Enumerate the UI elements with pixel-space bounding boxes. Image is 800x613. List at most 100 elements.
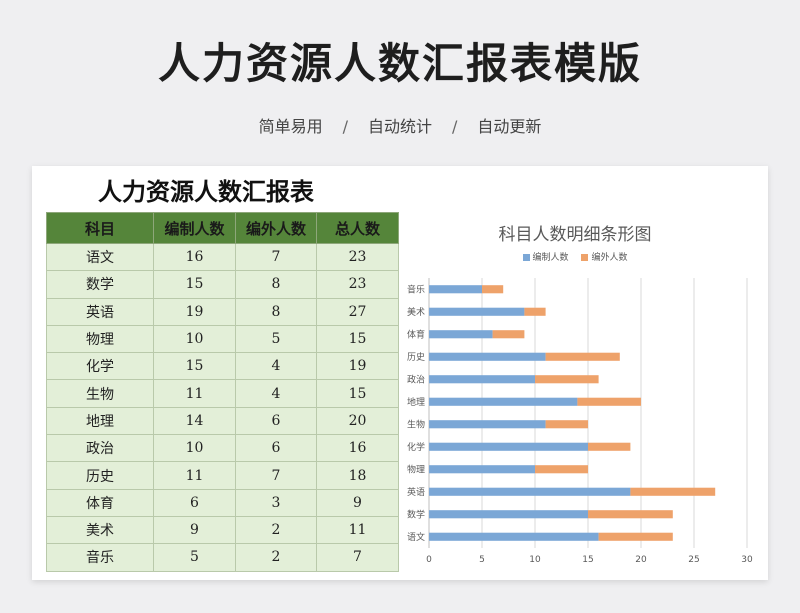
column-header-staffed[interactable]: 编制人数 xyxy=(153,212,236,244)
legend-item-staffed: 编制人数 xyxy=(522,253,569,263)
legend-swatch xyxy=(581,254,589,261)
cell-extra[interactable]: 4 xyxy=(235,379,317,408)
table-row: 体育 6 3 9 xyxy=(46,488,399,517)
cell-subject[interactable]: 音乐 xyxy=(46,543,154,572)
cell-total[interactable]: 20 xyxy=(316,406,399,436)
y-category-label: 历史 xyxy=(407,351,425,363)
cell-extra[interactable]: 6 xyxy=(235,406,317,436)
cell-total[interactable]: 19 xyxy=(316,352,399,381)
cell-total[interactable]: 27 xyxy=(316,297,399,326)
y-category-label: 政治 xyxy=(407,373,425,385)
spreadsheet-preview: 人力资源人数汇报表 科目 编制人数 编外人数 总人数 语文 16 7 23 数学 15 8 2… xyxy=(32,166,768,580)
chart-legend: 编制人数 编外人数 xyxy=(396,250,754,263)
bar-staffed xyxy=(429,420,546,429)
cell-total[interactable]: 23 xyxy=(316,242,399,272)
bar-chart: 科目人数明细条形图 编制人数 编外人数 0 5 10 15 20 25 30 语文 数学 英语 物理… xyxy=(396,212,754,572)
cell-extra[interactable]: 6 xyxy=(235,434,317,463)
cell-staffed[interactable]: 19 xyxy=(153,297,236,326)
column-header-extra[interactable]: 编外人数 xyxy=(235,212,317,244)
cell-extra[interactable]: 5 xyxy=(235,324,317,354)
cell-subject[interactable]: 化学 xyxy=(46,352,154,381)
cell-total[interactable]: 11 xyxy=(316,515,399,545)
bar-staffed xyxy=(429,397,578,406)
bar-extra xyxy=(535,465,588,474)
cell-subject[interactable]: 美术 xyxy=(46,515,154,545)
cell-staffed[interactable]: 14 xyxy=(153,406,236,436)
cell-total[interactable]: 15 xyxy=(316,379,399,408)
feature-subtitle: 简单易用 / 自动统计 / 自动更新 xyxy=(0,113,800,137)
feature-auto-update: 自动更新 xyxy=(477,117,542,136)
x-tick-label: 20 xyxy=(635,555,647,565)
cell-staffed[interactable]: 11 xyxy=(153,461,236,490)
bar-extra xyxy=(482,285,504,294)
cell-total[interactable]: 16 xyxy=(316,434,399,463)
cell-total[interactable]: 15 xyxy=(316,324,399,354)
x-tick-label: 25 xyxy=(688,555,699,565)
separator: / xyxy=(342,117,348,136)
cell-staffed[interactable]: 5 xyxy=(153,543,236,572)
cell-staffed[interactable]: 10 xyxy=(153,434,236,463)
cell-subject[interactable]: 生物 xyxy=(46,379,154,408)
table-row: 化学 15 4 19 xyxy=(46,352,399,381)
cell-total[interactable]: 18 xyxy=(316,461,399,490)
cell-extra[interactable]: 3 xyxy=(235,488,317,517)
cell-subject[interactable]: 语文 xyxy=(46,242,154,272)
cell-extra[interactable]: 8 xyxy=(235,270,317,299)
cell-extra[interactable]: 8 xyxy=(235,297,317,326)
chart-plot-area: 0 5 10 15 20 25 30 语文 数学 英语 物理 化学 生物 地理 政治 历史 体育 美术 音乐 xyxy=(407,278,753,565)
legend-label: 编制人数 xyxy=(532,253,569,263)
bar-staffed xyxy=(429,330,493,339)
bar-staffed xyxy=(429,352,546,361)
cell-staffed[interactable]: 10 xyxy=(153,324,236,354)
y-category-label: 化学 xyxy=(407,441,425,453)
table-row: 生物 11 4 15 xyxy=(46,379,399,408)
y-category-label: 英语 xyxy=(407,486,425,498)
cell-subject[interactable]: 历史 xyxy=(46,461,154,490)
y-category-label: 生物 xyxy=(407,418,425,430)
table-row: 英语 19 8 27 xyxy=(46,297,399,326)
cell-staffed[interactable]: 6 xyxy=(153,488,236,517)
table-row: 政治 10 6 16 xyxy=(46,434,399,463)
cell-subject[interactable]: 地理 xyxy=(46,406,154,436)
cell-total[interactable]: 7 xyxy=(316,543,399,572)
headcount-table: 科目 编制人数 编外人数 总人数 语文 16 7 23 数学 15 8 23 英语 19 8 27 物理… xyxy=(46,212,399,572)
table-row: 数学 15 8 23 xyxy=(46,270,399,299)
table-row: 美术 9 2 11 xyxy=(46,515,399,545)
cell-extra[interactable]: 2 xyxy=(235,543,317,572)
cell-subject[interactable]: 英语 xyxy=(46,297,154,326)
column-header-subject[interactable]: 科目 xyxy=(46,212,154,244)
cell-subject[interactable]: 体育 xyxy=(46,488,154,517)
cell-staffed[interactable]: 15 xyxy=(153,352,236,381)
feature-auto-stat: 自动统计 xyxy=(367,117,432,136)
cell-extra[interactable]: 2 xyxy=(235,515,317,545)
cell-extra[interactable]: 4 xyxy=(235,352,317,381)
column-header-total[interactable]: 总人数 xyxy=(316,212,399,244)
cell-subject[interactable]: 数学 xyxy=(46,270,154,299)
cell-staffed[interactable]: 15 xyxy=(153,270,236,299)
cell-total[interactable]: 23 xyxy=(316,270,399,299)
cell-extra[interactable]: 7 xyxy=(235,461,317,490)
cell-staffed[interactable]: 11 xyxy=(153,379,236,408)
bar-staffed xyxy=(429,532,599,541)
table-row: 历史 11 7 18 xyxy=(46,461,399,490)
y-category-label: 体育 xyxy=(407,328,425,340)
page-title: 人力资源人数汇报表模版 xyxy=(157,39,642,88)
bar-extra xyxy=(492,330,525,339)
bar-staffed xyxy=(429,375,535,384)
cell-extra[interactable]: 7 xyxy=(235,242,317,272)
bar-extra xyxy=(545,352,620,361)
bar-staffed xyxy=(429,487,631,496)
x-tick-label: 15 xyxy=(582,555,593,565)
y-category-label: 美术 xyxy=(407,306,425,318)
cell-staffed[interactable]: 9 xyxy=(153,515,236,545)
cell-total[interactable]: 9 xyxy=(316,488,399,517)
separator: / xyxy=(452,117,458,136)
bar-staffed xyxy=(429,510,588,519)
cell-staffed[interactable]: 16 xyxy=(153,242,236,272)
cell-subject[interactable]: 物理 xyxy=(46,324,154,354)
cell-subject[interactable]: 政治 xyxy=(46,434,154,463)
legend-label: 编外人数 xyxy=(591,253,628,263)
table-header-row: 科目 编制人数 编外人数 总人数 xyxy=(46,212,399,244)
y-category-label: 音乐 xyxy=(407,283,425,295)
x-tick-label: 30 xyxy=(741,555,753,565)
